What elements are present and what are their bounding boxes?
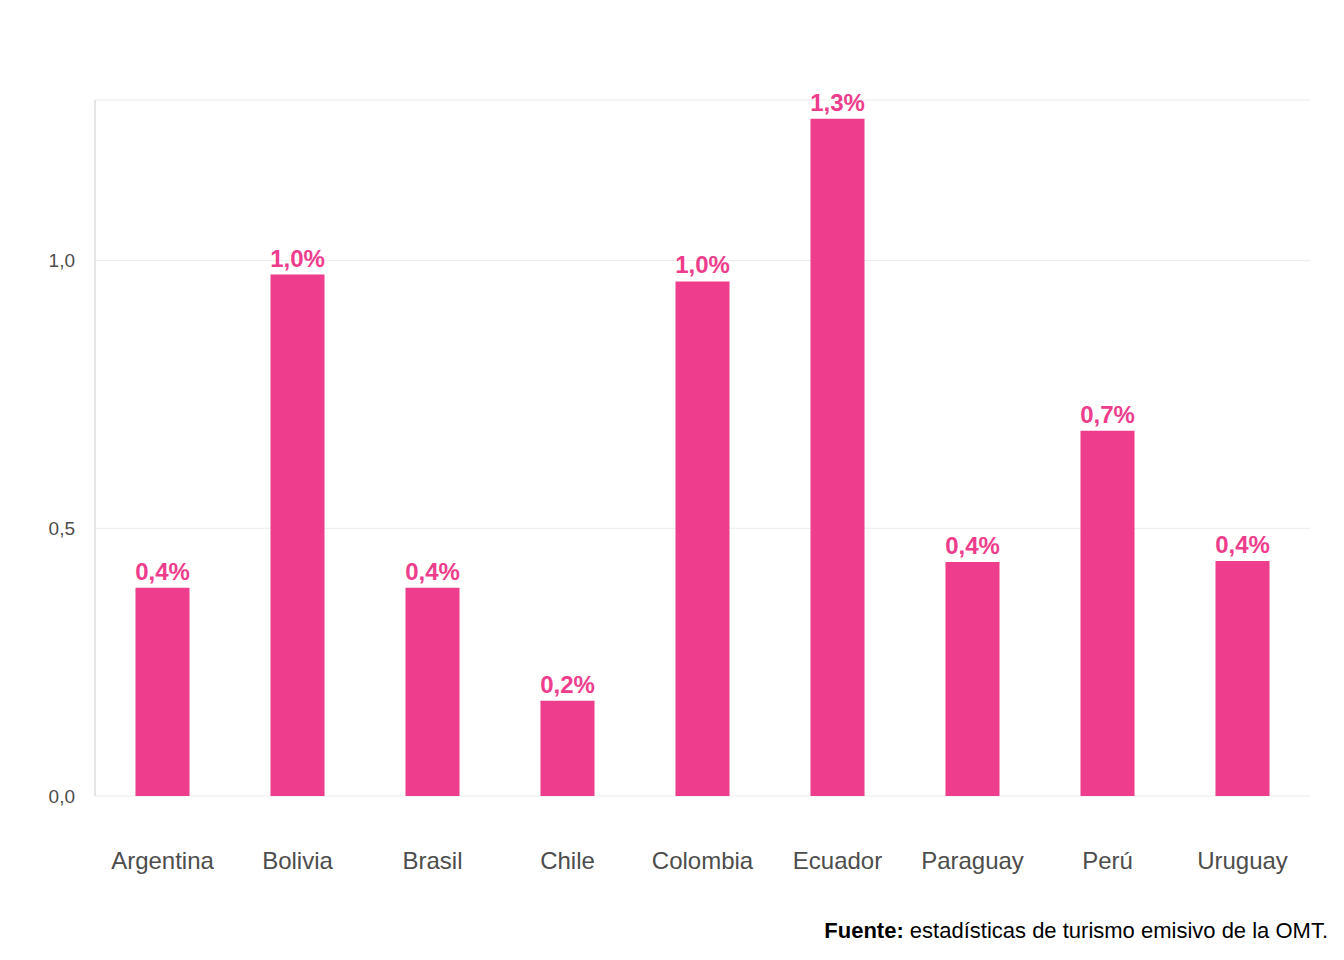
svg-text:0,4%: 0,4% (1215, 531, 1270, 558)
svg-text:Colombia: Colombia (652, 847, 754, 874)
svg-text:Chile: Chile (540, 847, 595, 874)
svg-text:Ecuador: Ecuador (793, 847, 882, 874)
svg-text:1,0: 1,0 (49, 250, 75, 271)
svg-text:0,5: 0,5 (49, 518, 75, 539)
svg-text:0,7%: 0,7% (1080, 401, 1135, 428)
svg-text:Perú: Perú (1082, 847, 1133, 874)
svg-text:1,0%: 1,0% (270, 245, 325, 272)
svg-text:Bolivia: Bolivia (262, 847, 333, 874)
svg-text:1,0%: 1,0% (675, 251, 730, 278)
svg-text:0,4%: 0,4% (135, 558, 190, 585)
html-text:Fuente: estadísticas de turism: Fuente: estadísticas de turismo emisivo … (824, 918, 1328, 943)
svg-text:Argentina: Argentina (111, 847, 214, 874)
svg-text:1,3%: 1,3% (810, 89, 865, 116)
svg-text:0,4%: 0,4% (945, 532, 1000, 559)
svg-text:Uruguay: Uruguay (1197, 847, 1288, 874)
svg-text:0,4%: 0,4% (405, 558, 460, 585)
svg-text:0,0: 0,0 (49, 786, 75, 807)
svg-text:0,2%: 0,2% (540, 671, 595, 698)
svg-text:Brasil: Brasil (402, 847, 462, 874)
svg-text:Paraguay: Paraguay (921, 847, 1024, 874)
